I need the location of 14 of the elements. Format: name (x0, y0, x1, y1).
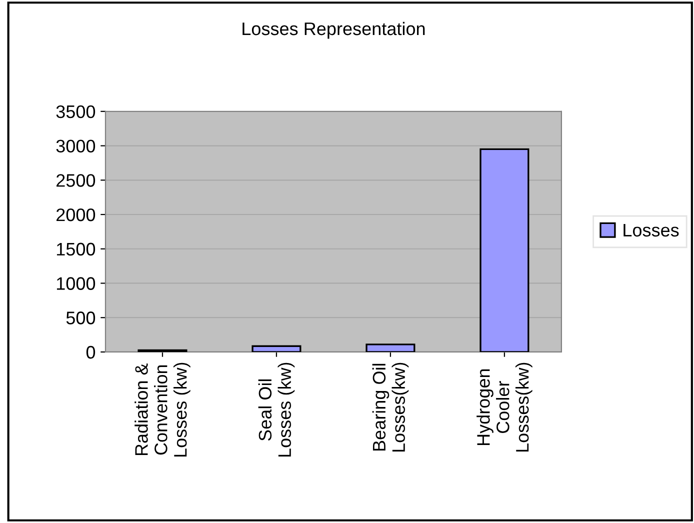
x-tick-label: Seal Oil Losses (kw) (258, 362, 295, 457)
x-tick-label: Radiation & Convention Losses (kw) (134, 362, 190, 457)
y-tick-label: 1500 (56, 242, 96, 256)
y-tick-label: 1000 (56, 277, 96, 290)
x-tick-label: Hydrogen Cooler Losses(kw) (476, 362, 532, 452)
x-tick-label: Bearing Oil Losses(kw) (372, 362, 409, 452)
legend-label: Losses (624, 224, 679, 237)
y-tick-label: 3500 (56, 105, 96, 118)
chart-title: Losses Representation (242, 22, 425, 39)
y-tick-label: 500 (66, 312, 96, 324)
y-tick-label: 0 (86, 346, 96, 359)
y-tick-label: 2500 (56, 174, 96, 187)
y-tick-label: 2000 (56, 208, 96, 222)
y-tick-label: 3000 (56, 140, 96, 152)
